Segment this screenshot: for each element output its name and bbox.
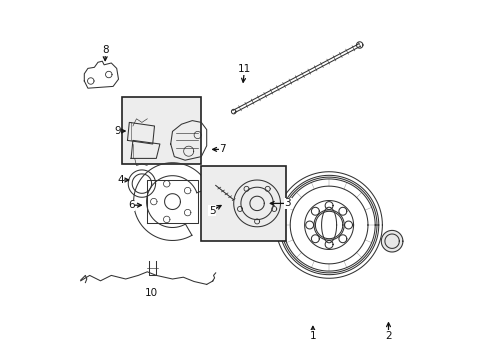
Text: 1: 1 bbox=[309, 330, 316, 341]
Text: 4: 4 bbox=[117, 175, 123, 185]
Text: 3: 3 bbox=[284, 198, 290, 208]
Text: 5: 5 bbox=[208, 206, 215, 216]
Text: 6: 6 bbox=[127, 200, 134, 210]
Text: 9: 9 bbox=[114, 126, 121, 136]
Text: 7: 7 bbox=[219, 144, 226, 154]
Bar bbox=[122, 97, 201, 164]
Text: 2: 2 bbox=[385, 330, 391, 341]
Circle shape bbox=[381, 230, 402, 252]
Bar bbox=[201, 166, 285, 241]
Text: 10: 10 bbox=[144, 288, 157, 298]
Text: 8: 8 bbox=[102, 45, 108, 55]
Text: 11: 11 bbox=[237, 64, 251, 74]
